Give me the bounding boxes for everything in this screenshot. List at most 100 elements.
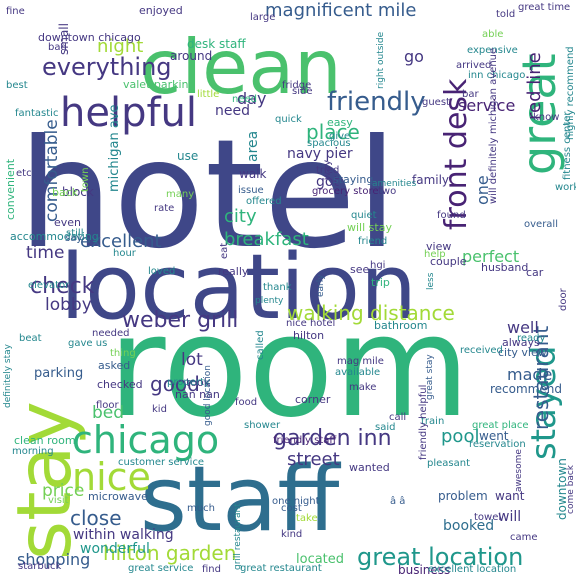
word-michigan-avenue: michigan avenue — [488, 48, 499, 134]
word-received: received — [460, 345, 503, 356]
word-good: good — [150, 372, 200, 396]
word-got: got — [316, 174, 339, 190]
word-quick: quick — [275, 114, 302, 125]
word-area: area — [245, 131, 261, 162]
word-checked: checked — [97, 378, 143, 391]
word-perfect: perfect — [462, 247, 519, 266]
word-use: use — [177, 149, 198, 163]
word-kid: kid — [152, 404, 167, 415]
word-well: well — [507, 318, 539, 337]
word-great-stay: great stay — [425, 354, 435, 400]
word-microwave: microwave — [88, 490, 148, 503]
word-take: take — [296, 513, 318, 524]
word-visit: visit — [48, 495, 69, 506]
word-morning: morning — [12, 446, 54, 457]
word-enjoyed: enjoyed — [139, 4, 183, 17]
word-definitely-stay: definitely stay — [3, 343, 13, 408]
word-staff: staff — [140, 447, 341, 552]
word-took: took — [186, 376, 211, 389]
word-spacious: spacious — [307, 138, 351, 149]
word-arrived: arrived — [456, 60, 491, 71]
word-wanted: wanted — [349, 461, 390, 474]
word-walk: walk — [239, 167, 267, 181]
word-able: able — [482, 29, 503, 40]
word-call: call — [389, 412, 406, 423]
word-found: found — [437, 210, 466, 221]
word-pleasant: pleasant — [427, 458, 470, 469]
word-city-view: city view — [498, 346, 547, 359]
word-shopping: shopping — [17, 550, 90, 569]
word-gave-us: gave us — [68, 338, 107, 349]
word-much: much — [187, 503, 215, 514]
word-fantastic: fantastic — [15, 108, 58, 119]
word-fine: fine — [6, 6, 25, 17]
word-expensive: expensive — [467, 45, 518, 56]
word-asked: asked — [98, 359, 130, 372]
word-couple: couple — [430, 255, 467, 268]
word-great-place: great place — [472, 420, 529, 431]
word-etc: etc — [16, 168, 32, 179]
word-within-walking: within walking — [73, 527, 174, 543]
word-eat: eat — [219, 243, 230, 259]
word-see: see — [350, 263, 369, 276]
word-thank: thank — [263, 282, 292, 293]
word-staying: staying — [333, 173, 373, 186]
word-best: best — [6, 80, 28, 91]
word-location: location — [60, 235, 417, 340]
word-view: view — [426, 240, 451, 253]
word-help: help — [424, 249, 446, 260]
word-always: always — [502, 336, 540, 349]
word-downtown-chicago: downtown chicago — [38, 31, 141, 44]
word-breakfast: breakfast — [224, 229, 309, 250]
word-need: need — [215, 103, 250, 119]
word-check: check — [30, 274, 95, 299]
word-downtown: downtown — [555, 458, 569, 520]
word-go: go — [404, 47, 424, 66]
word-problem: problem — [438, 489, 488, 503]
word-ready: ready — [517, 333, 546, 344]
word-said: said — [375, 422, 395, 433]
word-loved: loved — [148, 266, 175, 277]
word-floor: floor — [96, 400, 120, 411]
word-good-location: good location — [203, 365, 213, 426]
word-will-definitely: will definitely — [488, 138, 499, 204]
word-want: want — [495, 489, 525, 503]
word-red-line: red line — [524, 52, 545, 120]
word-mag-mile: mag mile — [337, 356, 384, 367]
word-chicago: chicago — [72, 418, 219, 462]
word-around: around — [170, 49, 212, 63]
word-accommodating: accommodating — [10, 230, 99, 243]
word-friendly-helpful: friendly helpful — [418, 385, 429, 460]
word-located: located — [296, 552, 344, 567]
word-amenities: amenities — [372, 179, 417, 189]
word-great-restaurant: great restaurant — [240, 563, 322, 574]
word-family: family — [412, 173, 449, 187]
word-door: door — [558, 287, 569, 311]
word-room: room — [108, 286, 470, 449]
word-stayed: stayed — [524, 345, 564, 460]
word-tried: tried — [316, 165, 339, 176]
word-came: came — [510, 532, 538, 543]
word-called: called — [255, 330, 266, 360]
word-one-night: one night — [272, 496, 320, 507]
word-towel: towel — [474, 512, 501, 523]
word-really: really — [218, 265, 249, 278]
word-town: town — [80, 167, 91, 192]
word-close: close — [70, 506, 122, 530]
word-fridge: fridge — [282, 80, 311, 91]
word-rate: rate — [154, 203, 174, 214]
word-hilton: hilton — [293, 329, 324, 342]
word-kind: kind — [281, 529, 302, 540]
word-hotel: hotel — [18, 108, 398, 282]
word-one: one — [473, 175, 492, 205]
word-lot: lot — [181, 350, 203, 370]
word-street: street — [287, 449, 340, 470]
word-fitness-center: fitness center — [562, 111, 573, 180]
word-cost: cost — [281, 503, 302, 514]
word-walking-distance: walking distance — [287, 301, 455, 325]
word-michigan-ave: michigan ave — [107, 104, 122, 192]
word-awesome: awesome — [514, 449, 524, 492]
